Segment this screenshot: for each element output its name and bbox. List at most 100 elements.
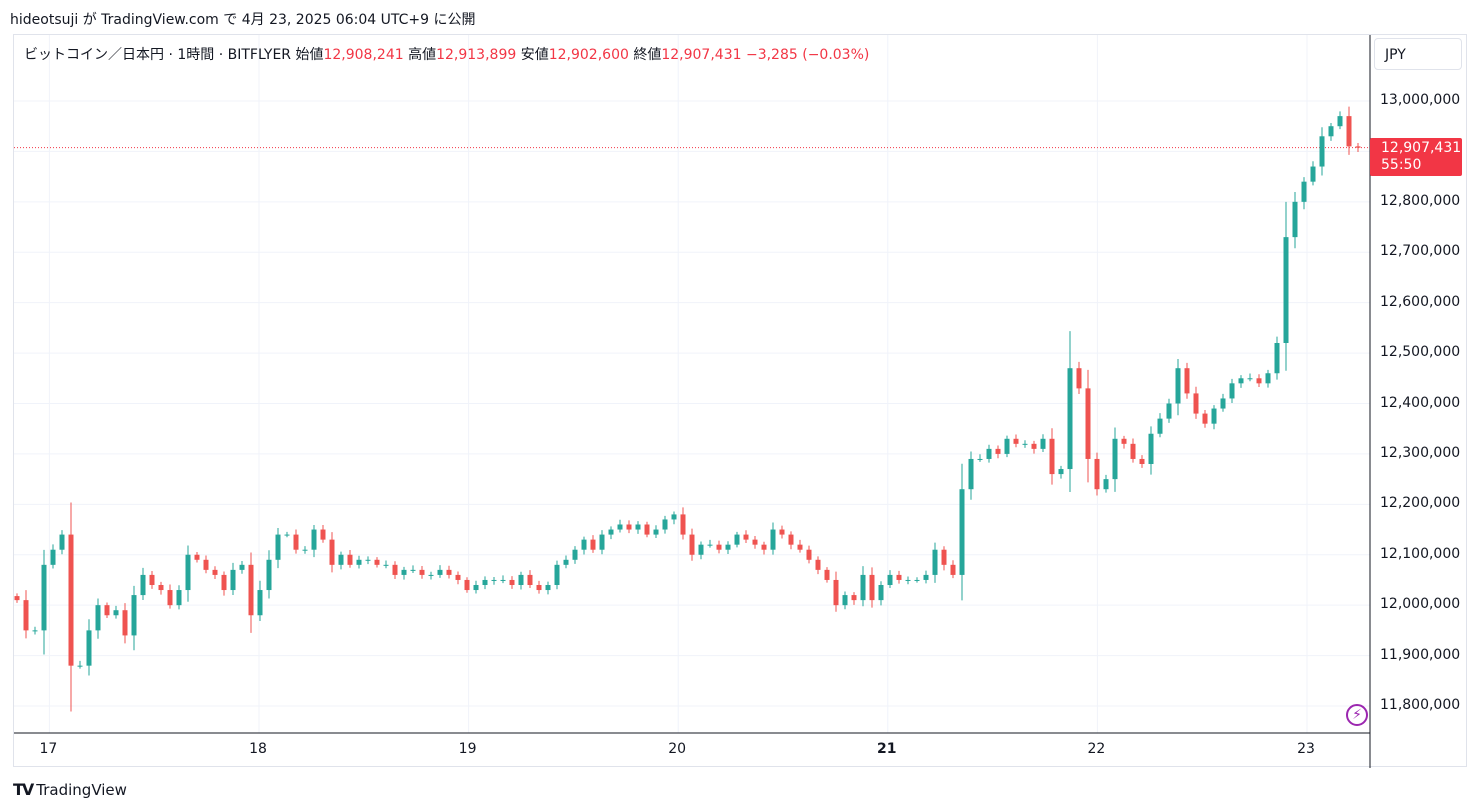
candle	[14, 593, 20, 603]
candle	[905, 576, 911, 585]
candle	[725, 541, 731, 555]
brand-footer[interactable]: TV TradingView	[13, 780, 127, 799]
candle	[680, 507, 686, 540]
candle	[1004, 435, 1010, 458]
candle-body	[1121, 438, 1127, 444]
date-tick-label: 23	[1297, 741, 1315, 757]
candle	[266, 550, 272, 599]
candle-body	[1247, 378, 1253, 380]
candle-body	[32, 630, 38, 632]
candle-body	[284, 534, 290, 536]
candle	[1319, 127, 1325, 176]
candle-body	[41, 564, 47, 631]
candle-body	[941, 549, 947, 565]
candle	[176, 585, 182, 610]
candle-body	[446, 569, 452, 575]
candle-body	[500, 579, 506, 581]
candle-body	[770, 529, 776, 550]
candle-body	[1130, 443, 1136, 459]
candle	[50, 544, 56, 569]
candle	[320, 525, 326, 543]
candle	[455, 571, 461, 585]
candle	[1175, 358, 1181, 416]
candle-body	[968, 458, 974, 490]
price-tick-label: 11,800,000	[1380, 697, 1461, 713]
candle	[149, 571, 155, 589]
candle	[311, 524, 317, 558]
price-tick-label: 12,800,000	[1380, 192, 1461, 209]
grid	[14, 35, 1370, 733]
candle-body	[293, 534, 299, 550]
candle	[743, 530, 749, 544]
candle-body	[662, 519, 668, 530]
candle	[1166, 398, 1172, 423]
candle	[950, 560, 956, 579]
candle-body	[671, 514, 677, 520]
candle-body	[347, 554, 353, 565]
candle-body	[698, 544, 704, 555]
candle-body	[1067, 368, 1073, 470]
candle-body	[815, 559, 821, 570]
candle-body	[257, 590, 263, 616]
high-value: 12,913,899	[436, 47, 517, 63]
candle-body	[167, 590, 173, 606]
candle-body	[734, 534, 740, 545]
candle-body	[1220, 398, 1226, 409]
candle	[887, 570, 893, 588]
candle	[1049, 428, 1055, 485]
candle	[770, 522, 776, 555]
candle-body	[392, 564, 398, 575]
candle	[392, 561, 398, 580]
candle	[473, 580, 479, 594]
price-tick-label: 12,400,000	[1380, 394, 1461, 411]
currency-button[interactable]: JPY	[1374, 38, 1462, 70]
candle	[1022, 440, 1028, 448]
candle-body	[455, 574, 461, 580]
candle	[1310, 161, 1316, 186]
date-tick-label: 19	[458, 741, 477, 757]
candle	[1067, 331, 1073, 492]
candle	[1220, 393, 1226, 412]
low-label: 安値	[520, 47, 549, 63]
candle-body	[419, 569, 425, 575]
candle-body	[1328, 126, 1334, 137]
candle	[23, 590, 29, 639]
chart-frame[interactable]	[13, 34, 1468, 768]
candle-body	[581, 539, 587, 550]
candle	[554, 560, 560, 590]
flash-icon[interactable]: ⚡	[1346, 704, 1368, 726]
date-tick-label: 22	[1087, 741, 1106, 757]
candle	[1085, 369, 1091, 483]
symbol-label[interactable]: ビットコイン／日本円 · 1時間 · BITFLYER	[24, 47, 292, 63]
candle-body	[1202, 413, 1208, 424]
candle	[1040, 434, 1046, 453]
candle-body	[590, 539, 596, 550]
candle	[1292, 191, 1298, 249]
candle-body	[59, 534, 65, 550]
candle	[1265, 369, 1271, 388]
candle	[59, 530, 65, 555]
candle-body	[725, 544, 731, 550]
price-tick-label: 12,700,000	[1380, 243, 1461, 260]
candle-body	[1175, 368, 1181, 404]
ohlc-legend: ビットコイン／日本円 · 1時間 · BITFLYER 始値12,908,241…	[24, 44, 869, 64]
candle-body	[599, 534, 605, 550]
candle-body	[194, 554, 200, 560]
candle-body	[113, 610, 119, 616]
candle-body	[1193, 393, 1199, 414]
candle-body	[230, 569, 236, 591]
candlestick-chart[interactable]	[14, 35, 1468, 768]
candle	[131, 585, 137, 651]
candle	[140, 567, 146, 601]
candle-body	[365, 559, 371, 561]
candle-body	[104, 605, 110, 616]
candle	[923, 570, 929, 584]
change-value: −3,285 (−0.03%)	[745, 47, 870, 63]
candle	[689, 528, 695, 561]
candle	[464, 577, 470, 593]
candle	[1139, 455, 1145, 468]
candle	[383, 560, 389, 569]
candle-body	[680, 514, 686, 535]
candle	[842, 591, 848, 610]
candle-body	[878, 585, 884, 601]
